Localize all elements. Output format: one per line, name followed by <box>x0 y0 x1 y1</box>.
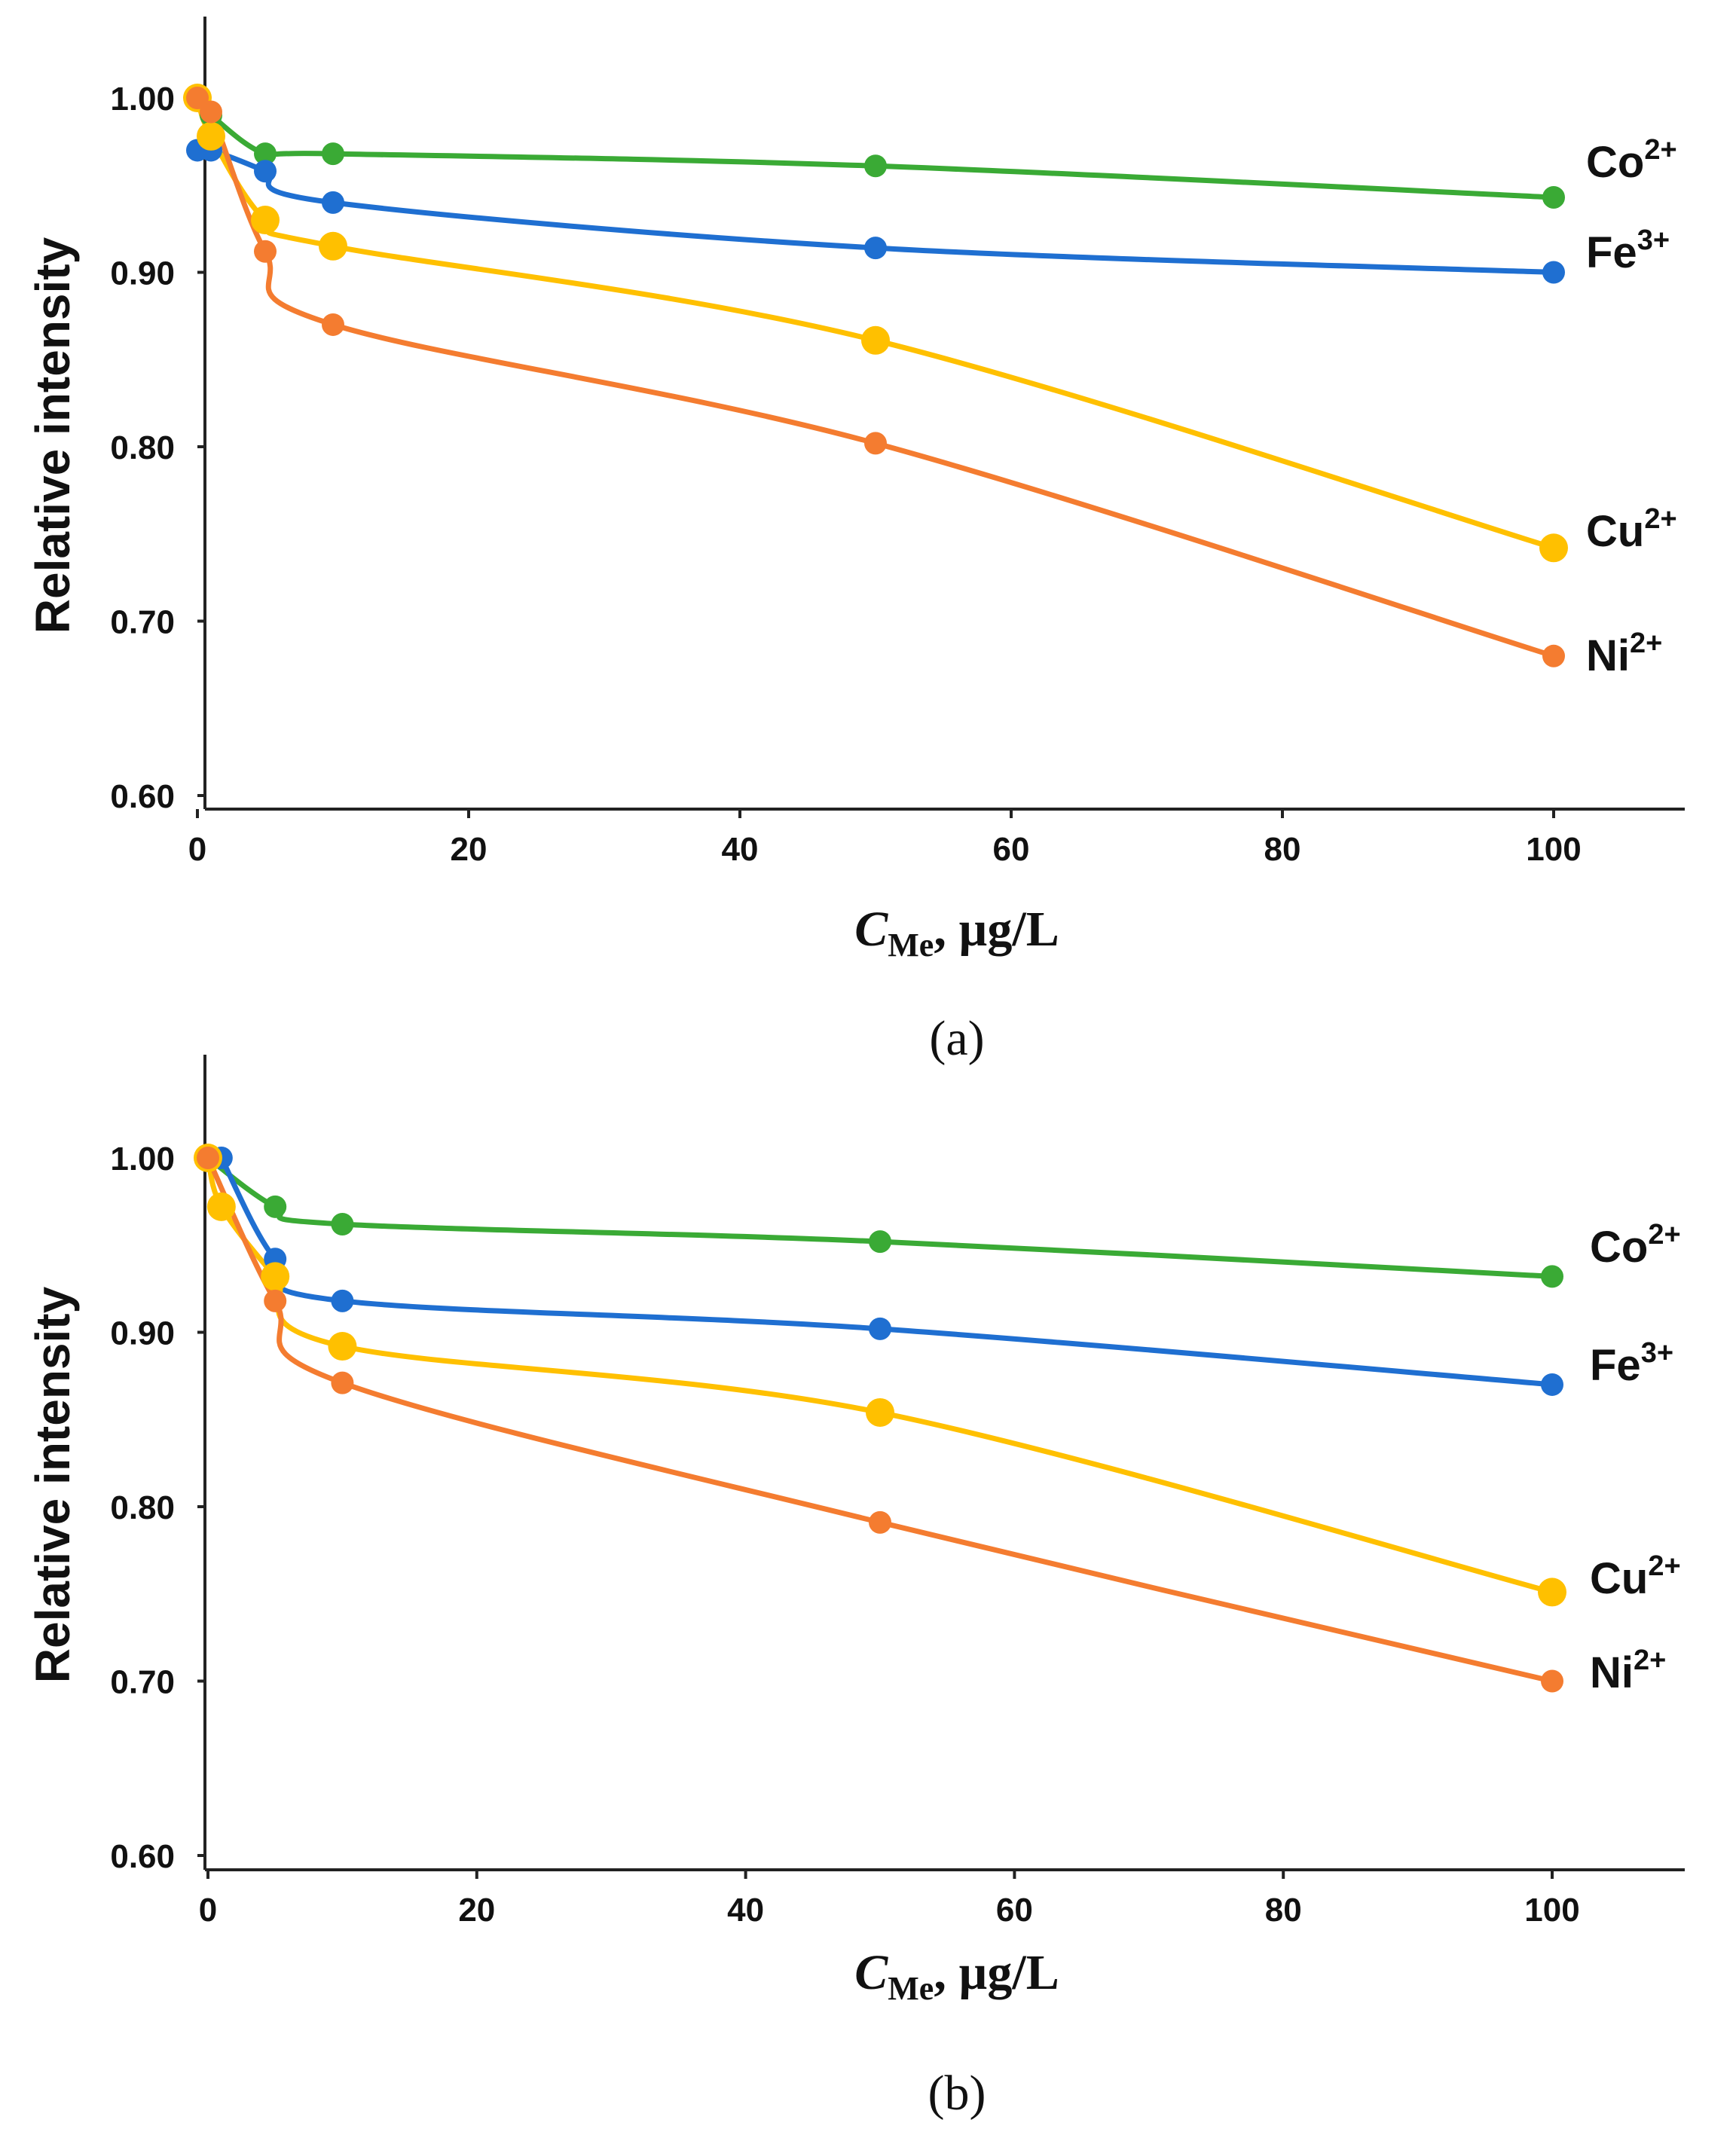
data-point-fe <box>254 160 277 183</box>
x-tick-label: 40 <box>722 831 759 868</box>
series-label-cu: Cu2+ <box>1586 503 1677 556</box>
data-point-fe <box>864 237 887 260</box>
data-point-co <box>1542 185 1565 209</box>
x-tick-label: 20 <box>458 1892 495 1929</box>
x-tick-label: 100 <box>1524 1892 1579 1929</box>
chart-panel-a: 0.60 0.70 0.80 0.90 1.00 0 20 40 60 80 100 Relative… <box>26 17 1685 1066</box>
data-point-cu <box>861 325 890 355</box>
x-tick-label: 0 <box>199 1892 217 1929</box>
data-point-fe <box>1542 261 1565 284</box>
data-point-ni <box>331 1371 354 1394</box>
data-point-co <box>264 1195 287 1218</box>
series-label-ni: Ni2+ <box>1586 628 1662 680</box>
series-label-co: Co2+ <box>1586 134 1677 187</box>
data-point-fe <box>331 1289 354 1312</box>
data-point-cu <box>1539 533 1568 563</box>
data-point-cu <box>328 1332 357 1361</box>
data-point-ni <box>1542 644 1565 667</box>
x-tick-label: 80 <box>1265 1892 1302 1929</box>
x-axis-label-subscript: Me <box>888 1970 934 2007</box>
x-tick-label: 60 <box>993 831 1030 868</box>
y-tick-label: 0.80 <box>110 429 175 466</box>
data-point-ni <box>197 1147 219 1169</box>
series-line-ni <box>194 93 1557 659</box>
data-point-ni <box>322 313 344 336</box>
data-point-cu <box>251 206 280 235</box>
data-point-cu <box>206 1192 236 1221</box>
x-axis-label-symbol: C <box>854 1945 888 2000</box>
y-tick-label: 0.60 <box>110 778 175 815</box>
y-tick-label: 0.70 <box>110 604 175 641</box>
series-label-ni: Ni2+ <box>1590 1645 1666 1697</box>
data-point-co <box>254 142 277 166</box>
data-point-ni <box>869 1510 891 1534</box>
x-tick-label: 40 <box>727 1892 764 1929</box>
data-point-co <box>331 1212 354 1235</box>
x-tick-label: 80 <box>1264 831 1301 868</box>
x-axis-label-unit: , µg/L <box>934 902 1059 957</box>
y-axis-label: Relative intensity <box>26 237 80 634</box>
y-tick-label: 0.90 <box>110 1315 175 1352</box>
data-point-co <box>864 154 887 178</box>
chart-panel-b: 0.60 0.70 0.80 0.90 1.00 0 20 40 60 80 100 Relative… <box>26 1055 1685 2121</box>
data-point-fe <box>322 191 344 214</box>
series-line-fe <box>194 145 1557 275</box>
data-point-ni <box>200 100 222 124</box>
data-point-cu <box>866 1397 894 1427</box>
y-tick-label: 0.90 <box>110 255 175 292</box>
y-tick-label: 0.60 <box>110 1838 175 1875</box>
data-point-cu <box>319 231 347 261</box>
data-point-cu <box>1538 1578 1566 1607</box>
data-point-fe <box>1541 1373 1563 1396</box>
series-line-co <box>205 1155 1555 1279</box>
x-axis-label-subscript: Me <box>888 927 934 964</box>
x-tick-label: 100 <box>1526 831 1581 868</box>
x-axis-label-symbol: C <box>854 902 888 957</box>
data-point-cu <box>197 121 225 151</box>
data-point-cu <box>261 1262 290 1291</box>
data-point-ni <box>254 240 277 263</box>
series-label-co: Co2+ <box>1590 1219 1681 1272</box>
x-tick-label: 20 <box>451 831 487 868</box>
series-line-fe <box>219 1155 1555 1388</box>
data-point-ni <box>186 87 209 109</box>
series-label-cu: Cu2+ <box>1590 1550 1681 1603</box>
x-tick-label: 0 <box>188 831 206 868</box>
panel-caption: (b) <box>928 2066 986 2121</box>
data-point-ni <box>864 432 887 455</box>
y-tick-label: 1.00 <box>110 1141 175 1177</box>
y-tick-label: 1.00 <box>110 81 175 118</box>
panel-caption: (a) <box>929 1011 984 1066</box>
x-axis-label-unit: , µg/L <box>934 1945 1059 2000</box>
data-point-fe <box>869 1317 891 1340</box>
x-axis-label: CMe, µg/L <box>854 902 1059 964</box>
y-tick-label: 0.70 <box>110 1664 175 1701</box>
x-tick-label: 60 <box>996 1892 1033 1929</box>
y-axis-label: Relative intensity <box>26 1286 80 1683</box>
data-point-co <box>869 1230 891 1254</box>
data-point-co <box>1541 1265 1563 1288</box>
data-point-co <box>322 142 344 166</box>
y-tick-label: 0.80 <box>110 1489 175 1526</box>
x-axis-label: CMe, µg/L <box>854 1945 1059 2007</box>
series-label-fe: Fe3+ <box>1586 224 1670 277</box>
series-line-co <box>208 112 1557 200</box>
data-point-ni <box>1541 1669 1563 1693</box>
data-point-ni <box>264 1289 287 1312</box>
series-label-fe: Fe3+ <box>1590 1337 1673 1390</box>
